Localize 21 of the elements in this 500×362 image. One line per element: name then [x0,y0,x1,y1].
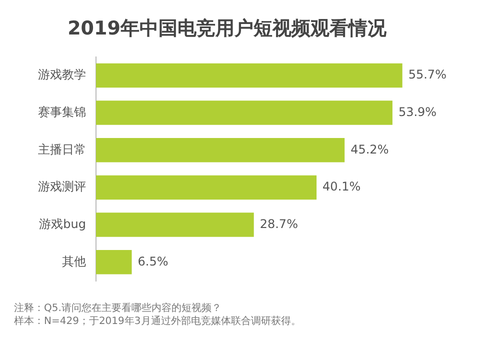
bar [96,250,132,274]
y-tick-label: 主播日常 [38,142,86,156]
y-tick-label: 赛事集锦 [38,104,86,119]
bar [96,100,392,125]
text: 样本：N=429；于2019年3月通过外部电竞媒体联合调研获得。 [14,315,302,328]
data-label: 6.5% [138,254,168,268]
bar [96,175,317,200]
y-tick-label: 游戏教学 [38,68,86,82]
y-tick-label: 其他 [62,254,86,268]
bar [96,212,254,237]
bar [96,138,345,162]
data-label: 53.9% [398,104,437,119]
y-tick-label: 游戏bug [39,216,86,231]
bar [96,63,402,88]
data-label: 45.2% [350,142,389,156]
text: 注释：Q5.请问您在主要看哪些内容的短视频？ [14,302,222,315]
data-label: 28.7% [260,216,298,231]
data-label: 55.7% [408,68,446,82]
y-tick-label: 游戏测评 [38,180,86,194]
chart-title: 2019年中国电竞用户短视频观看情况 [68,17,388,40]
data-label: 40.1% [322,180,361,194]
